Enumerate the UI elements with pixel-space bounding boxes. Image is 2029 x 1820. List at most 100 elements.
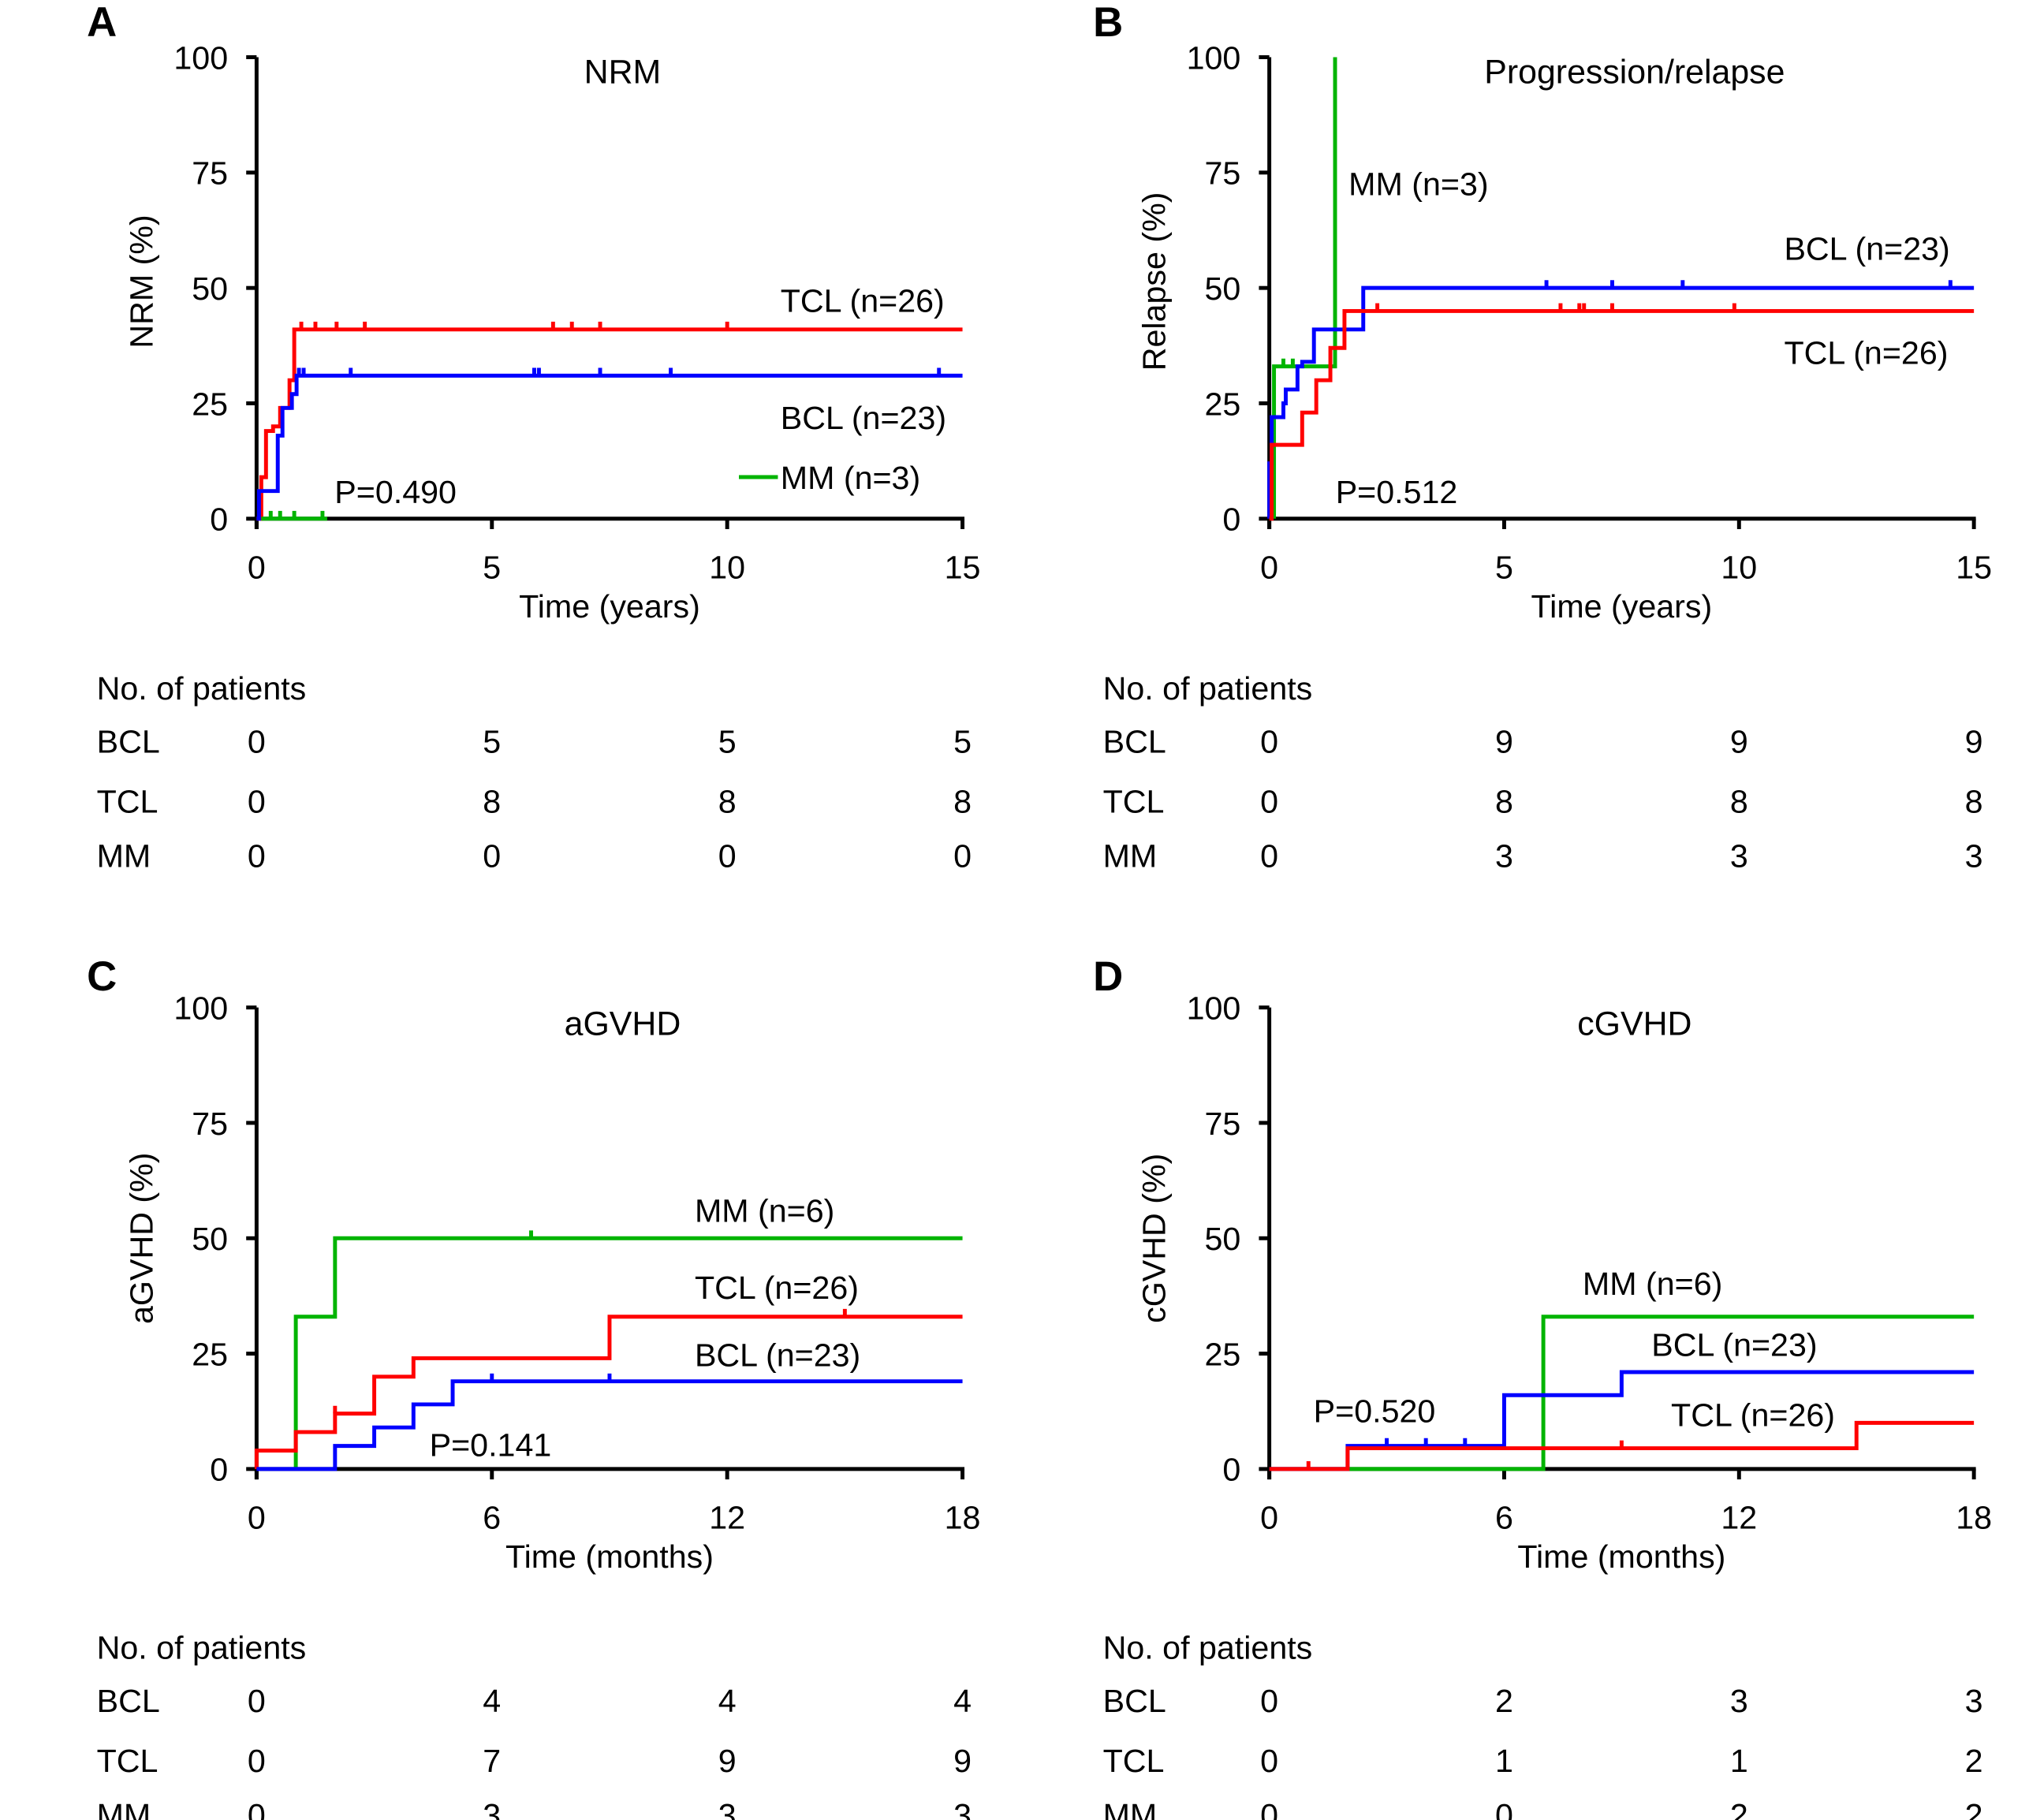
risk-value: 2: [1495, 1683, 1513, 1719]
chart-title: aGVHD: [565, 1005, 681, 1042]
y-tick-label: 25: [192, 386, 228, 422]
legend-label-TCL: TCL (n=26): [1671, 1397, 1835, 1433]
risk-value: 0: [1260, 1743, 1278, 1779]
risk-table-header: No. of patients: [97, 670, 307, 707]
risk-row-label: TCL: [97, 783, 159, 819]
risk-value: 0: [1260, 1683, 1278, 1719]
p-value: P=0.490: [334, 474, 457, 510]
series-line-TCL: [256, 327, 963, 521]
y-tick-label: 75: [1205, 1106, 1241, 1142]
risk-value: 8: [1965, 783, 1983, 819]
series-line-TCL: [1269, 1420, 1975, 1471]
y-tick-label: 50: [1205, 1221, 1241, 1257]
risk-value: 9: [1965, 724, 1983, 760]
risk-value: 5: [718, 724, 737, 760]
y-axis-label: NRM (%): [123, 214, 159, 348]
risk-value: 0: [953, 838, 972, 875]
risk-value: 0: [1260, 1797, 1278, 1820]
legend-label-MM: MM (n=6): [1583, 1266, 1722, 1302]
x-tick-label: 12: [709, 1500, 745, 1536]
y-tick-label: 25: [1205, 386, 1241, 422]
risk-table-header: No. of patients: [1103, 1630, 1313, 1666]
risk-table-header: No. of patients: [97, 1630, 307, 1666]
risk-value: 0: [1260, 783, 1278, 819]
risk-value: 0: [1260, 724, 1278, 760]
risk-value: 3: [1965, 838, 1983, 875]
x-tick-label: 18: [1956, 1500, 1992, 1536]
legend-label-BCL: BCL (n=23): [781, 400, 946, 436]
series-line-MM: [293, 1236, 963, 1469]
risk-row-label: TCL: [1103, 1743, 1165, 1779]
legend-label-TCL: TCL (n=26): [1784, 335, 1948, 371]
legend-label-TCL: TCL (n=26): [781, 283, 945, 319]
risk-value: 0: [248, 1683, 266, 1719]
risk-value: 0: [248, 1797, 266, 1820]
x-tick-label: 15: [945, 550, 981, 586]
y-tick-label: 75: [192, 1106, 228, 1142]
x-tick-label: 15: [1956, 550, 1992, 586]
risk-value: 9: [718, 1743, 737, 1779]
risk-row-label: MM: [97, 838, 151, 875]
y-tick-label: 100: [173, 39, 228, 76]
series-line-TCL: [254, 1315, 963, 1469]
risk-value: 2: [1730, 1797, 1748, 1820]
y-tick-label: 75: [1205, 155, 1241, 192]
risk-value: 5: [483, 724, 501, 760]
risk-value: 1: [1730, 1743, 1748, 1779]
legend-label-BCL: BCL (n=23): [695, 1337, 860, 1374]
y-tick-label: 100: [173, 990, 228, 1026]
series-line-BCL: [1267, 285, 1975, 519]
risk-value: 3: [1730, 838, 1748, 875]
series-line-MM: [1347, 1315, 1975, 1471]
risk-row-label: BCL: [1103, 1683, 1166, 1719]
x-axis-label: Time (months): [505, 1538, 714, 1575]
risk-value: 5: [953, 724, 972, 760]
risk-value: 3: [1495, 838, 1513, 875]
risk-value: 8: [718, 783, 737, 819]
risk-row-label: TCL: [1103, 783, 1165, 819]
series-line-MM: [1272, 57, 1337, 519]
p-value: P=0.520: [1314, 1393, 1436, 1430]
chart-title: cGVHD: [1577, 1005, 1691, 1042]
x-tick-label: 12: [1721, 1500, 1757, 1536]
chart-title: Progression/relapse: [1484, 54, 1785, 91]
x-tick-label: 18: [945, 1500, 981, 1536]
risk-value: 4: [953, 1683, 972, 1719]
risk-value: 0: [248, 1743, 266, 1779]
risk-value: 3: [953, 1797, 972, 1820]
y-tick-label: 50: [192, 270, 228, 307]
risk-value: 3: [1965, 1683, 1983, 1719]
x-tick-label: 0: [248, 550, 266, 586]
y-tick-label: 0: [210, 502, 228, 538]
risk-value: 2: [1965, 1743, 1983, 1779]
legend-label-MM: MM (n=3): [1348, 166, 1488, 202]
risk-value: 3: [718, 1797, 737, 1820]
legend-label-MM: MM (n=3): [781, 460, 920, 496]
risk-value: 3: [483, 1797, 501, 1820]
series-line-BCL: [256, 1379, 963, 1471]
risk-value: 9: [1730, 724, 1748, 760]
panel-letter: A: [87, 0, 117, 46]
x-tick-label: 0: [248, 1500, 266, 1536]
series-line-BCL: [256, 373, 963, 521]
risk-value: 0: [248, 724, 266, 760]
y-tick-label: 25: [192, 1336, 228, 1372]
risk-value: 7: [483, 1743, 501, 1779]
y-axis-label: aGVHD (%): [123, 1153, 159, 1324]
risk-value: 8: [953, 783, 972, 819]
y-tick-label: 0: [1222, 1452, 1240, 1488]
y-tick-label: 75: [192, 155, 228, 192]
y-tick-label: 25: [1205, 1336, 1241, 1372]
risk-row-label: TCL: [97, 1743, 159, 1779]
x-tick-label: 5: [483, 550, 501, 586]
y-tick-label: 0: [1222, 502, 1240, 538]
y-tick-label: 100: [1187, 39, 1241, 76]
risk-row-label: BCL: [97, 724, 160, 760]
risk-table-header: No. of patients: [1103, 670, 1313, 707]
risk-value: 4: [483, 1683, 501, 1719]
risk-row-label: BCL: [97, 1683, 160, 1719]
